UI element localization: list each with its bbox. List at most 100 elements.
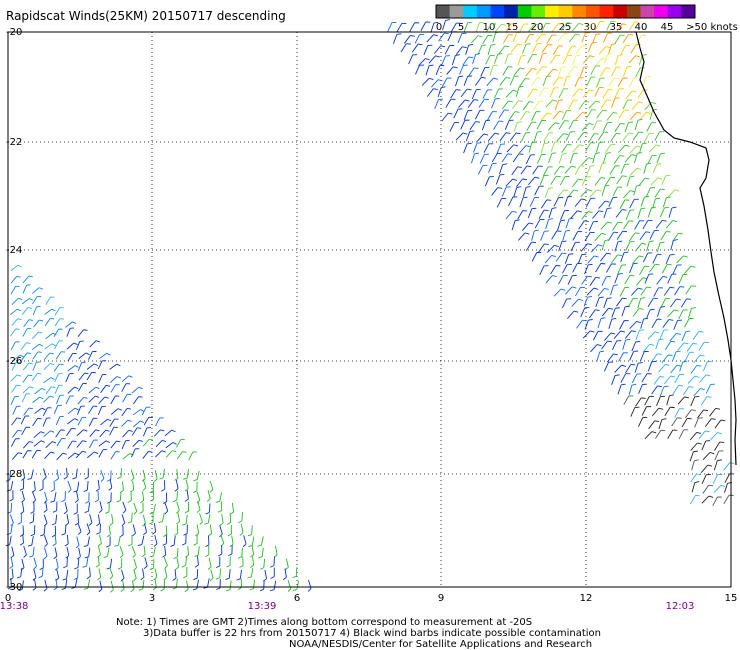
wind-barb [615, 209, 623, 218]
wind-barb [155, 417, 161, 427]
wind-barb-flag [607, 207, 612, 209]
wind-barb [496, 144, 502, 154]
wind-barb [638, 384, 643, 394]
wind-barb-flag [171, 429, 176, 433]
wind-barb-flag [204, 522, 209, 525]
wind-barb [503, 34, 509, 44]
wind-barb-flag [638, 131, 644, 134]
wind-barb [173, 536, 176, 546]
wind-barb-flag [37, 372, 42, 375]
wind-barb [142, 469, 146, 479]
wind-barb-flag [184, 498, 189, 502]
wind-barb [553, 288, 562, 297]
wind-barb-flag [139, 511, 144, 514]
legend-label: 25 [559, 22, 572, 33]
wind-barb [558, 153, 563, 164]
wind-barb [33, 557, 37, 567]
wind-barb [612, 340, 618, 351]
wind-barb-flag [75, 545, 80, 549]
legend-swatch [613, 5, 628, 18]
note-line-1: Note: 1) Times are GMT 2)Times along bot… [116, 617, 533, 628]
wind-barb [544, 255, 552, 264]
wind-barb-flag [437, 79, 443, 82]
wind-barb [684, 409, 692, 419]
wind-barb-flag [74, 567, 79, 570]
wind-barb-flag [208, 533, 212, 537]
wind-barb [455, 76, 460, 87]
wind-barb [67, 440, 73, 449]
wind-barb [536, 66, 543, 75]
wind-barb-flag [18, 588, 23, 592]
wind-barb [185, 514, 188, 524]
wind-barb [468, 67, 475, 77]
wind-barb [614, 273, 619, 284]
legend-swatch [654, 5, 669, 18]
wind-barb [10, 286, 16, 295]
legend-swatch [531, 5, 546, 18]
wind-barb [473, 143, 478, 153]
wind-barb [121, 569, 125, 579]
wind-barb [22, 284, 27, 294]
wind-barb [622, 99, 628, 110]
wind-barb [664, 407, 671, 416]
wind-barb-flag [117, 567, 122, 570]
wind-barb [43, 377, 52, 384]
wind-barb-flag [50, 489, 55, 493]
wind-barb [89, 429, 96, 437]
wind-barb [608, 44, 612, 55]
wind-barb [551, 23, 559, 32]
wind-barb [505, 211, 513, 220]
wind-barb [122, 394, 128, 403]
wind-barb-flag [581, 198, 586, 201]
wind-barb [67, 418, 75, 425]
wind-barb [428, 55, 436, 64]
wind-barb [606, 353, 614, 363]
wind-barb [484, 176, 490, 187]
wind-barb [11, 318, 18, 326]
wind-barb [44, 318, 51, 327]
wind-barb [540, 143, 545, 154]
wind-barb [75, 468, 78, 478]
wind-barb [614, 241, 619, 252]
wind-barb-flag [50, 430, 55, 433]
wind-barb [441, 112, 449, 122]
wind-barb [656, 153, 661, 164]
wind-barb-flag [163, 577, 168, 581]
wind-barb-flag [573, 310, 579, 313]
wind-barb [10, 502, 13, 512]
legend-box [435, 4, 696, 19]
wind-barb [12, 430, 19, 438]
wind-barb [709, 408, 716, 417]
wind-barb-flag [636, 184, 641, 187]
wind-barb [78, 547, 81, 557]
wind-barb [547, 244, 555, 253]
wind-barb [584, 23, 591, 33]
wind-barb [635, 397, 642, 407]
wind-barb [131, 427, 138, 436]
wind-barb [462, 56, 469, 66]
wind-barb [97, 545, 101, 555]
wind-barb [10, 276, 18, 284]
wind-barb [505, 178, 513, 187]
wind-barb-flag [43, 523, 48, 527]
wind-barb [11, 362, 17, 371]
wind-barb-flag [582, 44, 587, 47]
wind-barb [42, 407, 48, 417]
wind-barb [89, 340, 97, 348]
wind-barb [465, 45, 470, 55]
wind-barb-flag [533, 88, 538, 91]
wind-barb [574, 165, 581, 175]
wind-barb [470, 153, 475, 164]
wind-barb [109, 567, 114, 577]
wind-barb [616, 297, 623, 307]
wind-barb [142, 491, 145, 501]
wind-barb [475, 22, 480, 33]
wind-barb-flag [643, 317, 649, 320]
wind-barb-flag [53, 587, 58, 591]
wind-barb [487, 45, 492, 55]
wind-barb [565, 218, 570, 229]
wind-barb [564, 286, 573, 295]
wind-barb [677, 396, 685, 405]
wind-barb [512, 32, 518, 43]
wind-barb-flag [130, 589, 135, 593]
